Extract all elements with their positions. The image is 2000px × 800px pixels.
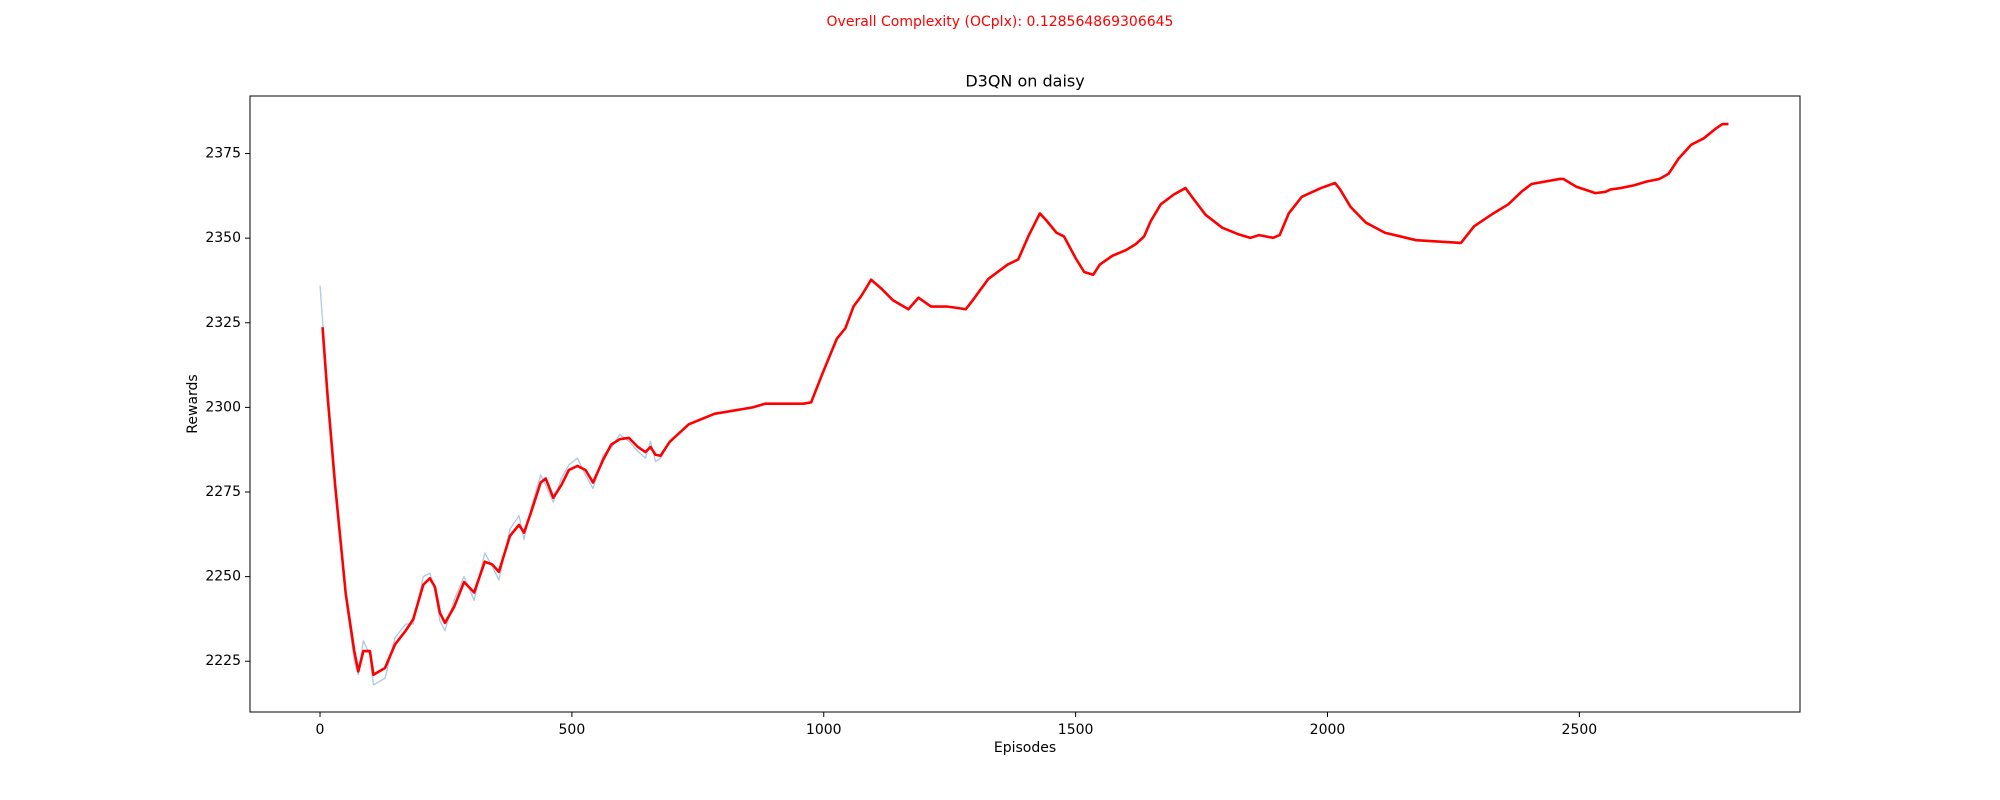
x-tick-label: 1500 <box>1058 722 1094 738</box>
plot-frame <box>249 95 1801 713</box>
y-tick-label: 2225 <box>205 653 241 669</box>
series-line <box>319 123 1729 686</box>
y-tick-label: 2300 <box>205 399 241 415</box>
y-tick-label: 2325 <box>205 315 241 331</box>
x-tick-label: 1000 <box>806 722 842 738</box>
y-tick-label: 2375 <box>205 146 241 162</box>
x-tick-label: 0 <box>316 722 325 738</box>
x-axis-label: Episodes <box>994 740 1056 756</box>
chart-title: D3QN on daisy <box>965 72 1084 91</box>
x-tick-label: 2500 <box>1562 722 1598 738</box>
x-tick-label: 2000 <box>1310 722 1346 738</box>
y-tick-label: 2250 <box>205 569 241 585</box>
series-line <box>321 122 1729 677</box>
y-tick-label: 2350 <box>205 230 241 246</box>
y-axis-label: Rewards <box>185 374 201 433</box>
x-tick-label: 500 <box>559 722 586 738</box>
y-tick-label: 2275 <box>205 484 241 500</box>
suptitle: Overall Complexity (OCplx): 0.1285648693… <box>827 14 1174 30</box>
